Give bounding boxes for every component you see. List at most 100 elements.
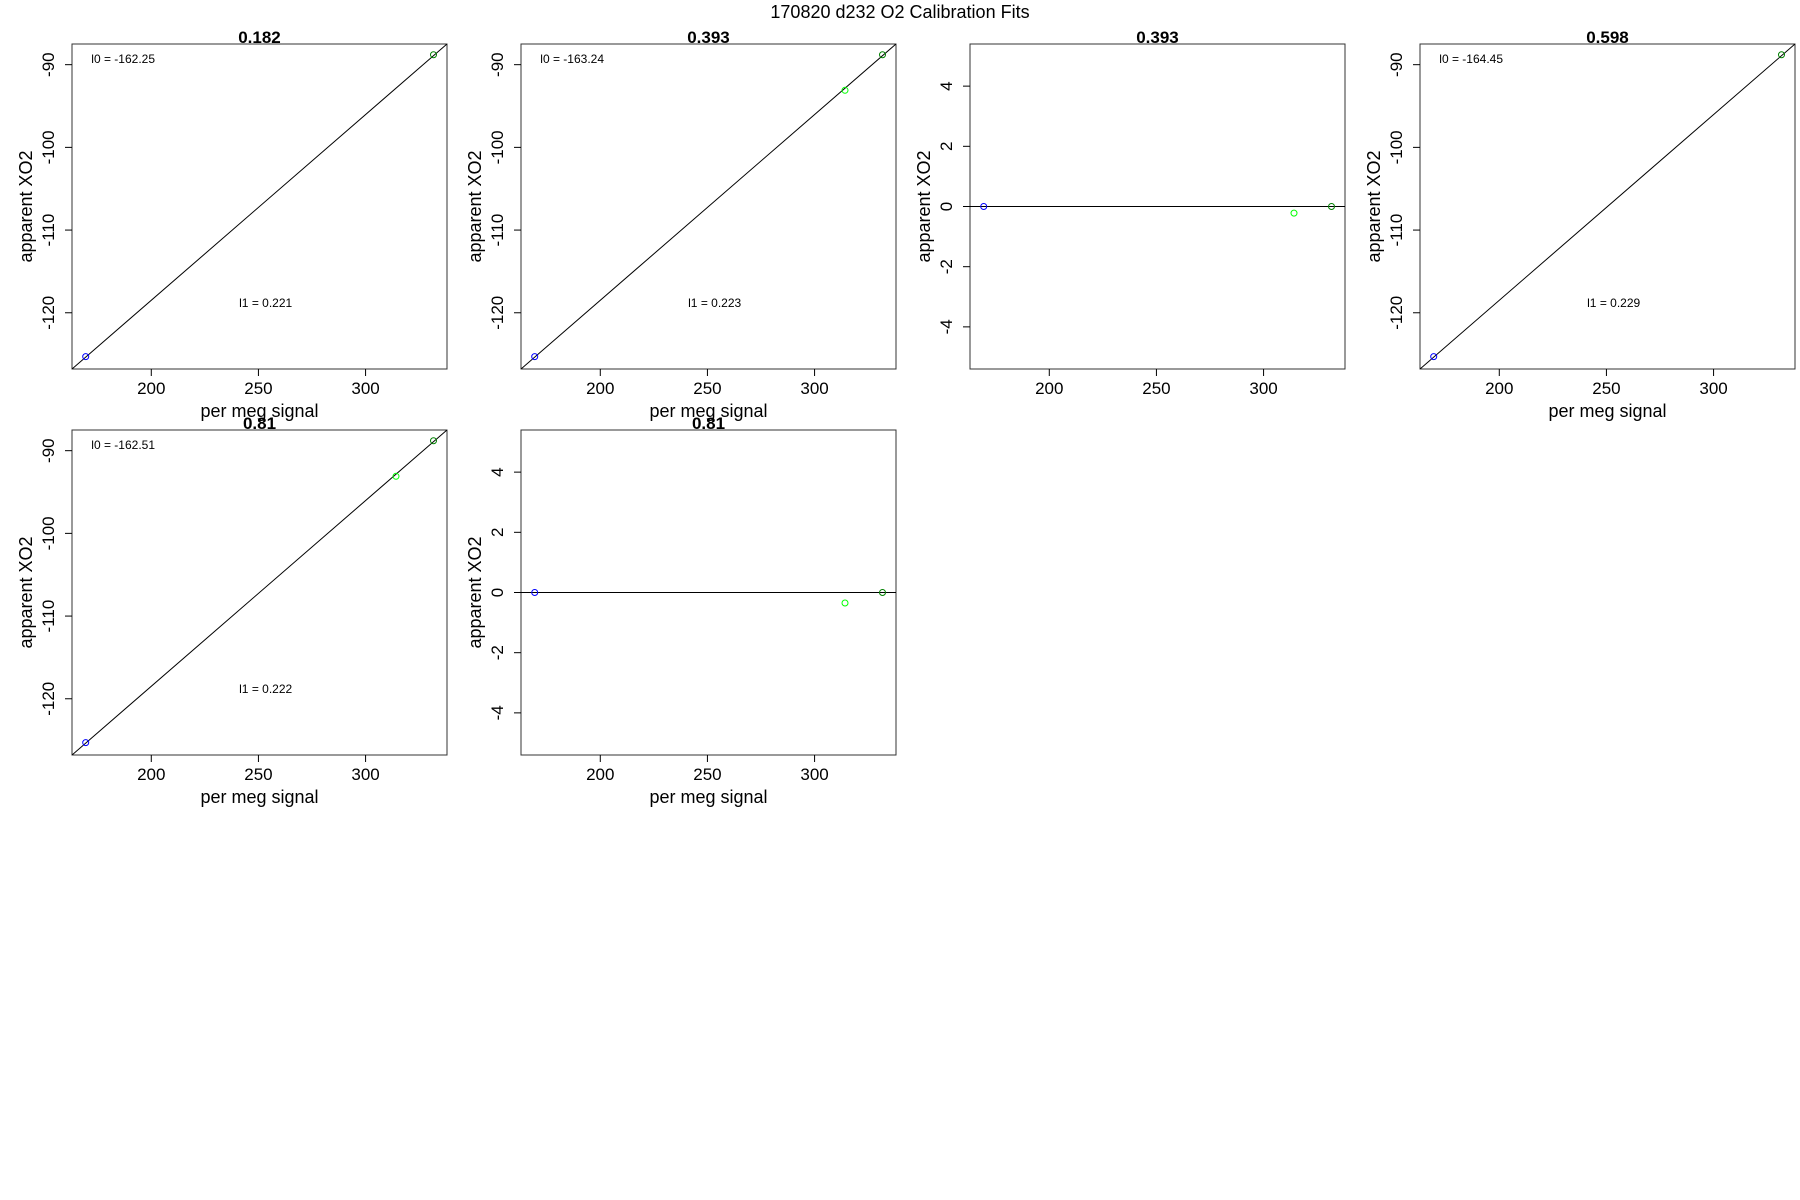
- y-tick-label: 4: [937, 81, 956, 90]
- y-tick-label: -2: [488, 645, 507, 660]
- fit-annotation: l0 = -162.25: [91, 52, 155, 66]
- panel-5: 0.81 200 250 300 per meg signal -90 -100 -110 -1…: [16, 414, 448, 807]
- panel-title: 0.81: [692, 414, 725, 433]
- y-tick-label: -90: [1387, 52, 1406, 77]
- data-point: [392, 472, 400, 480]
- x-tick-label: 250: [1592, 379, 1620, 398]
- y-tick-label: -110: [39, 600, 58, 633]
- panel-1: 0.182 200 250 300 per meg signal -90 -100 -110 -…: [16, 28, 448, 421]
- panel-2: 0.393 200 250 300 per meg signal -90 -100 -110 -…: [465, 28, 897, 421]
- data-point: [1430, 353, 1438, 361]
- x-axis-label: per meg signal: [200, 401, 318, 421]
- data-point: [430, 51, 437, 59]
- y-tick-label: -90: [39, 438, 58, 463]
- data-point: [82, 353, 90, 361]
- x-tick-label: 200: [1035, 379, 1063, 398]
- x-axis-label: per meg signal: [649, 401, 767, 421]
- panel-title: 0.393: [687, 28, 730, 47]
- data-point: [879, 589, 886, 596]
- x-axis-label: per meg signal: [1548, 401, 1666, 421]
- y-tick-label: -120: [39, 682, 58, 716]
- y-tick-label: -110: [1387, 214, 1406, 247]
- y-axis-label: apparent XO2: [1364, 150, 1384, 262]
- plot-frame: [71, 43, 448, 370]
- panel-6: 0.81 200 250 300 per meg signal 4 2 0 -2 -4 appare…: [465, 414, 897, 807]
- data-point: [430, 437, 437, 445]
- y-tick-label: -100: [39, 516, 58, 550]
- fit-annotation: l1 = 0.223: [688, 296, 741, 310]
- x-tick-label: 300: [351, 379, 379, 398]
- plot-area: [72, 430, 447, 755]
- y-axis-label: apparent XO2: [914, 150, 934, 262]
- y-tick-label: -120: [39, 296, 58, 330]
- y-tick-label: -4: [937, 319, 956, 334]
- x-tick-label: 200: [137, 765, 165, 784]
- panel-title: 0.81: [243, 414, 276, 433]
- plot-area: [72, 44, 447, 369]
- y-axis-label: apparent XO2: [465, 150, 485, 262]
- fit-annotation: l0 = -162.51: [91, 438, 155, 452]
- fit-annotation: l1 = 0.229: [1587, 296, 1640, 310]
- data-point: [841, 599, 849, 607]
- x-tick-label: 200: [586, 379, 614, 398]
- x-tick-label: 300: [800, 379, 828, 398]
- figure-title: 170820 d232 O2 Calibration Fits: [770, 2, 1029, 22]
- x-tick-label: 250: [693, 379, 721, 398]
- fit-line: [1420, 44, 1795, 369]
- x-tick-label: 300: [351, 765, 379, 784]
- data-point: [980, 203, 988, 210]
- fit-line: [72, 44, 447, 369]
- data-point: [531, 589, 539, 596]
- x-tick-label: 200: [586, 765, 614, 784]
- y-tick-label: 0: [488, 588, 507, 597]
- fit-annotation: l1 = 0.221: [239, 296, 292, 310]
- panel-4: 0.598 200 250 300 per meg signal -90 -100 -110 -…: [1364, 28, 1796, 421]
- plot-area: [521, 589, 896, 607]
- y-tick-label: 0: [937, 202, 956, 211]
- fit-annotation: l0 = -164.45: [1439, 52, 1503, 66]
- fit-annotation: l1 = 0.222: [239, 682, 292, 696]
- x-tick-label: 250: [244, 765, 272, 784]
- y-tick-label: -100: [39, 130, 58, 164]
- x-tick-label: 200: [1485, 379, 1513, 398]
- y-tick-label: -120: [1387, 296, 1406, 330]
- fit-line: [72, 430, 447, 755]
- data-point: [82, 739, 90, 747]
- plot-area: [1420, 44, 1795, 369]
- y-tick-label: -2: [937, 259, 956, 274]
- y-tick-label: -100: [1387, 130, 1406, 164]
- y-tick-label: -100: [488, 130, 507, 164]
- data-point: [1328, 203, 1335, 210]
- x-tick-label: 300: [800, 765, 828, 784]
- x-tick-label: 250: [244, 379, 272, 398]
- data-point: [1290, 209, 1298, 217]
- x-tick-label: 200: [137, 379, 165, 398]
- y-tick-label: -110: [488, 214, 507, 247]
- x-axis-label: per meg signal: [200, 787, 318, 807]
- data-point: [1778, 51, 1785, 59]
- plot-frame: [71, 429, 448, 756]
- x-tick-label: 250: [1142, 379, 1170, 398]
- data-point: [879, 51, 886, 59]
- panel-3: 0.393 200 250 300 4 2 0 -2 -4 apparent XO2: [914, 28, 1346, 398]
- plot-frame: [1419, 43, 1796, 370]
- plot-area: [970, 203, 1345, 217]
- panel-title: 0.182: [238, 28, 281, 47]
- fit-annotation: l0 = -163.24: [540, 52, 604, 66]
- y-tick-label: 4: [488, 467, 507, 476]
- plot-frame: [520, 43, 897, 370]
- x-axis-label: per meg signal: [649, 787, 767, 807]
- plot-area: [521, 44, 896, 369]
- panel-title: 0.393: [1136, 28, 1179, 47]
- fit-line: [521, 44, 896, 369]
- y-tick-label: -90: [39, 52, 58, 77]
- x-tick-label: 250: [693, 765, 721, 784]
- y-tick-label: 2: [488, 528, 507, 537]
- x-tick-label: 300: [1249, 379, 1277, 398]
- x-tick-label: 300: [1699, 379, 1727, 398]
- y-tick-label: -120: [488, 296, 507, 330]
- y-axis-label: apparent XO2: [465, 536, 485, 648]
- data-point: [841, 86, 849, 94]
